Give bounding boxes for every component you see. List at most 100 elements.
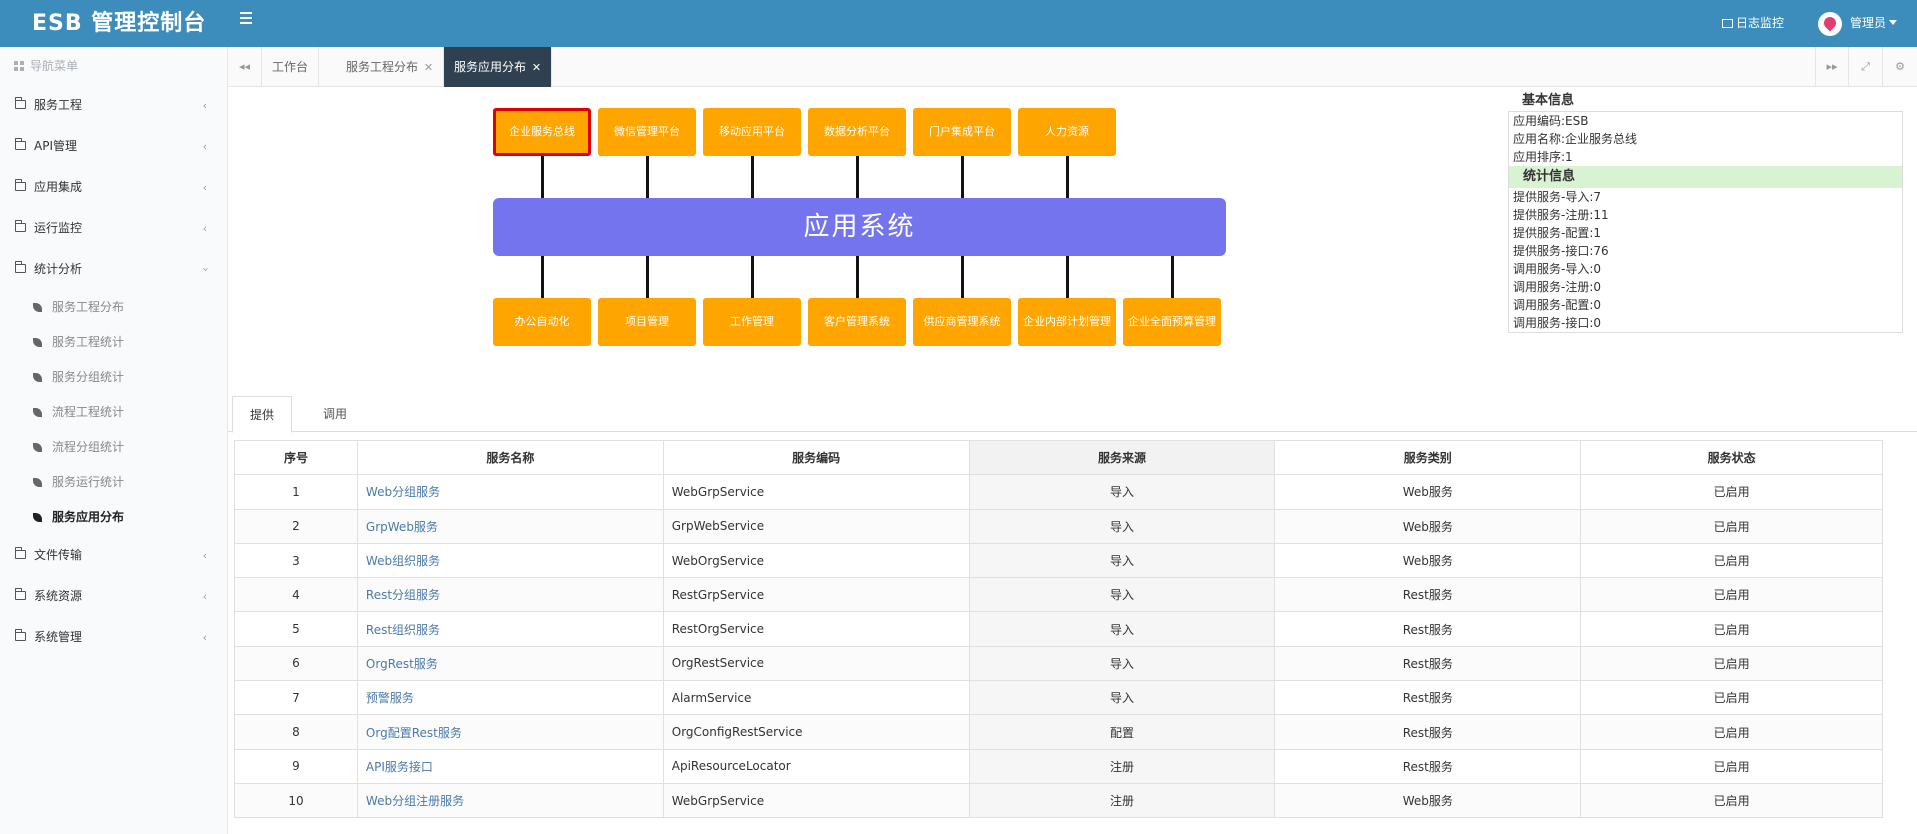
service-name-link[interactable]: Web分组服务 [356, 474, 664, 510]
bottom-node[interactable]: 企业全面预算管理 [1123, 298, 1221, 346]
sidebar-sub-item[interactable]: 服务工程分布 [0, 290, 227, 325]
tab-provide[interactable]: 提供 [232, 396, 293, 433]
expand-icon: ⤢ [1861, 60, 1870, 73]
folder-icon [15, 220, 26, 232]
sidebar-item-api[interactable]: API管理 ‹ [0, 126, 227, 167]
tab-call[interactable]: 调用 [323, 407, 348, 421]
folder-icon [15, 97, 26, 109]
service-name-link[interactable]: 预警服务 [356, 680, 664, 716]
chevron-left-icon: ‹ [202, 631, 207, 644]
sidebar-sub-item[interactable]: 服务工程统计 [0, 325, 227, 360]
grid-icon [14, 61, 24, 71]
bottom-node[interactable]: 企业内部计划管理 [1018, 298, 1116, 346]
tab-service-project-distribution[interactable]: 服务工程分布 ✕ [336, 47, 445, 87]
service-category: Rest服务 [1274, 714, 1582, 750]
sidebar-item-app-integration[interactable]: 应用集成 ‹ [0, 167, 227, 208]
table-row[interactable]: 3 Web组织服务 WebOrgService 导入 Web服务 已启用 [234, 542, 1883, 579]
user-menu[interactable]: 管理员 [1818, 10, 1898, 36]
bottom-node[interactable]: 工作管理 [703, 298, 801, 346]
table-row[interactable]: 6 OrgRest服务 OrgRestService 导入 Rest服务 已启用 [234, 645, 1883, 682]
sidebar-item-statistics[interactable]: 统计分析 ‹ [0, 249, 227, 290]
bottom-node[interactable]: 项目管理 [598, 298, 696, 346]
nav-header: 导航菜单 [0, 47, 227, 85]
stats-info-title: 统计信息 [1509, 166, 1902, 188]
info-row: 提供服务-导入:7 [1513, 190, 1602, 204]
row-index: 9 [234, 748, 358, 784]
settings-button[interactable]: ⚙ [1883, 47, 1917, 87]
service-name-link[interactable]: Web组织服务 [356, 542, 664, 579]
service-status: 已启用 [1580, 474, 1883, 510]
service-category: Web服务 [1274, 542, 1582, 579]
folder-icon [15, 588, 26, 600]
top-node[interactable]: 移动应用平台 [703, 108, 801, 156]
sidebar-sub-item[interactable]: 流程工程统计 [0, 395, 227, 430]
info-row: 提供服务-配置:1 [1513, 226, 1602, 240]
sidebar-item-monitor[interactable]: 运行监控 ‹ [0, 208, 227, 249]
top-node[interactable]: 数据分析平台 [808, 108, 906, 156]
top-node[interactable]: 微信管理平台 [598, 108, 696, 156]
column-header: 服务编码 [662, 439, 970, 476]
table-row[interactable]: 7 预警服务 AlarmService 导入 Rest服务 已启用 [234, 680, 1883, 716]
connector-line [1171, 256, 1174, 298]
table-row[interactable]: 2 GrpWeb服务 GrpWebService 导入 Web服务 已启用 [234, 508, 1883, 544]
service-source: 导入 [968, 680, 1276, 716]
leaf-icon [33, 303, 42, 312]
service-name-link[interactable]: OrgRest服务 [356, 645, 664, 682]
tab-bar: ◂◂ 工作台 服务工程分布 ✕ 服务应用分布 ✕ ▸▸ ⤢ ⚙ [228, 47, 1917, 87]
scroll-right-button[interactable]: ▸▸ [1815, 47, 1849, 87]
tab-workbench[interactable]: 工作台 [262, 47, 320, 87]
table-row[interactable]: 10 Web分组注册服务 WebGrpService 注册 Web服务 已启用 [234, 782, 1883, 819]
bottom-node[interactable]: 客户管理系统 [808, 298, 906, 346]
service-name-link[interactable]: Rest组织服务 [356, 611, 664, 647]
info-row: 调用服务-注册:0 [1513, 280, 1602, 294]
bottom-node[interactable]: 供应商管理系统 [913, 298, 1011, 346]
service-status: 已启用 [1580, 611, 1883, 647]
top-node-esb[interactable]: 企业服务总线 [493, 108, 591, 156]
connector-line [646, 256, 649, 298]
service-code: AlarmService [662, 680, 970, 716]
menu-toggle-button[interactable] [240, 12, 256, 26]
service-status: 已启用 [1580, 508, 1883, 544]
fullscreen-button[interactable]: ⤢ [1849, 47, 1883, 87]
sidebar-sub-item-active[interactable]: 服务应用分布 [0, 500, 227, 535]
sidebar-sub-item[interactable]: 服务分组统计 [0, 360, 227, 395]
connector-line [646, 156, 649, 198]
scroll-left-button[interactable]: ◂◂ [228, 47, 262, 87]
top-header: ESB 管理控制台 日志监控 管理员 [0, 0, 1917, 47]
sidebar-sub-item[interactable]: 流程分组统计 [0, 430, 227, 465]
sidebar-item-system-resources[interactable]: 系统资源 ‹ [0, 576, 227, 617]
service-name-link[interactable]: Web分组注册服务 [356, 782, 664, 819]
service-code: WebOrgService [662, 542, 970, 579]
top-node[interactable]: 门户集成平台 [913, 108, 1011, 156]
sidebar-item-system-management[interactable]: 系统管理 ‹ [0, 617, 227, 658]
service-category: Rest服务 [1274, 748, 1582, 784]
table-header-row: 序号 服务名称 服务编码 服务来源 服务类别 服务状态 [234, 439, 1883, 476]
leaf-icon [33, 478, 42, 487]
close-icon[interactable]: ✕ [531, 61, 542, 74]
table-row[interactable]: 9 API服务接口 ApiResourceLocator 注册 Rest服务 已启用 [234, 748, 1883, 784]
service-name-link[interactable]: GrpWeb服务 [356, 508, 664, 544]
table-row[interactable]: 4 Rest分组服务 RestGrpService 导入 Rest服务 已启用 [234, 577, 1883, 613]
folder-icon [15, 138, 26, 150]
service-name-link[interactable]: Org配置Rest服务 [356, 714, 664, 750]
provide-call-tabs: 提供 调用 [228, 396, 1917, 433]
sidebar-item-file-transfer[interactable]: 文件传输 ‹ [0, 535, 227, 576]
sidebar-sub-item[interactable]: 服务运行统计 [0, 465, 227, 500]
top-node[interactable]: 人力资源 [1018, 108, 1116, 156]
service-name-link[interactable]: Rest分组服务 [356, 577, 664, 613]
bottom-node[interactable]: 办公自动化 [493, 298, 591, 346]
service-category: Rest服务 [1274, 577, 1582, 613]
tab-service-app-distribution[interactable]: 服务应用分布 ✕ [444, 47, 553, 87]
service-name-link[interactable]: API服务接口 [356, 748, 664, 784]
service-category: Rest服务 [1274, 645, 1582, 682]
log-monitor-link[interactable]: 日志监控 [1722, 15, 1784, 31]
table-row[interactable]: 1 Web分组服务 WebGrpService 导入 Web服务 已启用 [234, 474, 1883, 510]
table-row[interactable]: 5 Rest组织服务 RestOrgService 导入 Rest服务 已启用 [234, 611, 1883, 647]
info-row: 调用服务-接口:0 [1513, 316, 1602, 330]
sidebar-item-service-project[interactable]: 服务工程 ‹ [0, 85, 227, 126]
service-category: Rest服务 [1274, 611, 1582, 647]
chevron-down-icon: ‹ [198, 267, 212, 272]
table-row[interactable]: 8 Org配置Rest服务 OrgConfigRestService 配置 Rest服务… [234, 714, 1883, 750]
close-icon[interactable]: ✕ [423, 61, 434, 74]
